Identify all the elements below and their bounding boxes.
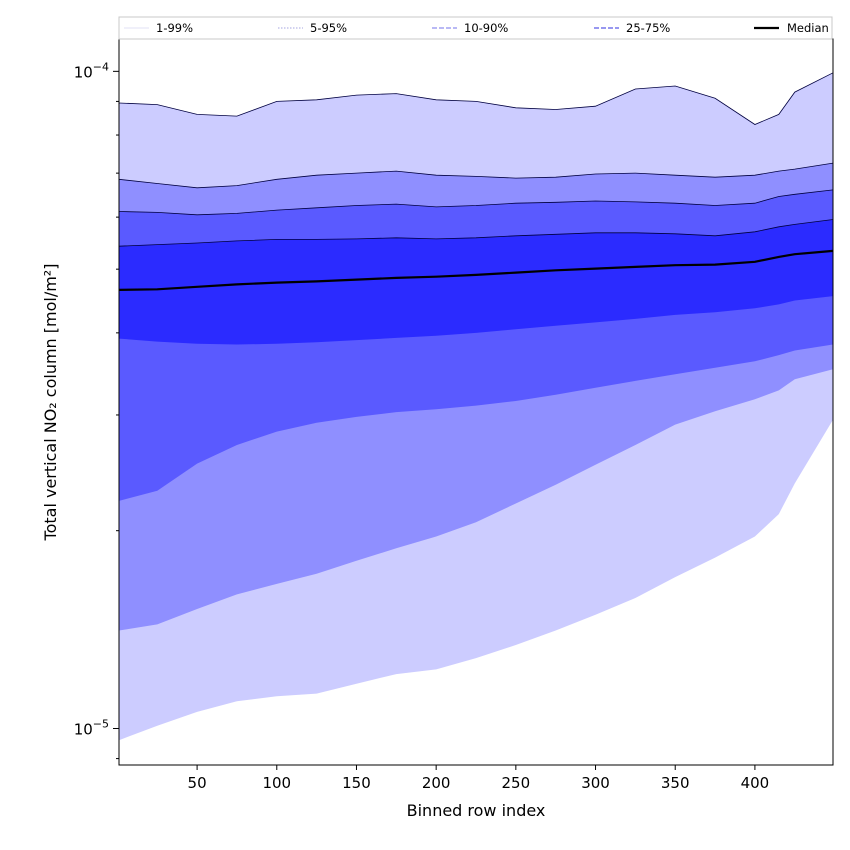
y-axis-title: Total vertical NO₂ column [mol/m²] — [41, 264, 60, 542]
band-edge-lines — [118, 72, 834, 247]
band-upper-edge-10-90 — [118, 189, 834, 216]
y-tick-label: 10−5 — [74, 718, 109, 739]
legend-label: 5-95% — [310, 21, 347, 35]
x-tick-label: 50 — [188, 774, 207, 792]
x-tick-label: 400 — [741, 774, 770, 792]
band-upper-edge-25-75 — [118, 219, 834, 247]
legend: 1-99% 5-95% 10-90% 25-75% Median — [118, 16, 833, 40]
x-axis: 50 100 150 200 250 300 350 400 — [188, 765, 770, 792]
band-25-75 — [119, 219, 833, 345]
x-tick-label: 100 — [262, 774, 291, 792]
band-upper-edge-5-95 — [118, 162, 834, 189]
band-upper-edge-1-99 — [118, 72, 834, 125]
median-line — [118, 249, 834, 291]
x-tick-label: 300 — [581, 774, 610, 792]
x-tick-label: 250 — [502, 774, 531, 792]
percentile-bands — [119, 72, 833, 741]
legend-label: Median — [787, 21, 829, 35]
median-line-group — [118, 249, 834, 291]
legend-box — [118, 16, 833, 40]
x-tick-label: 200 — [422, 774, 451, 792]
x-tick-label: 350 — [661, 774, 690, 792]
legend-label: 1-99% — [156, 21, 193, 35]
x-tick-label: 150 — [342, 774, 371, 792]
y-axis: 10−5 10−4 — [74, 60, 119, 760]
legend-label: 10-90% — [464, 21, 508, 35]
legend-label: 25-75% — [626, 21, 670, 35]
y-tick-label: 10−4 — [74, 60, 109, 81]
x-axis-title: Binned row index — [407, 801, 546, 820]
